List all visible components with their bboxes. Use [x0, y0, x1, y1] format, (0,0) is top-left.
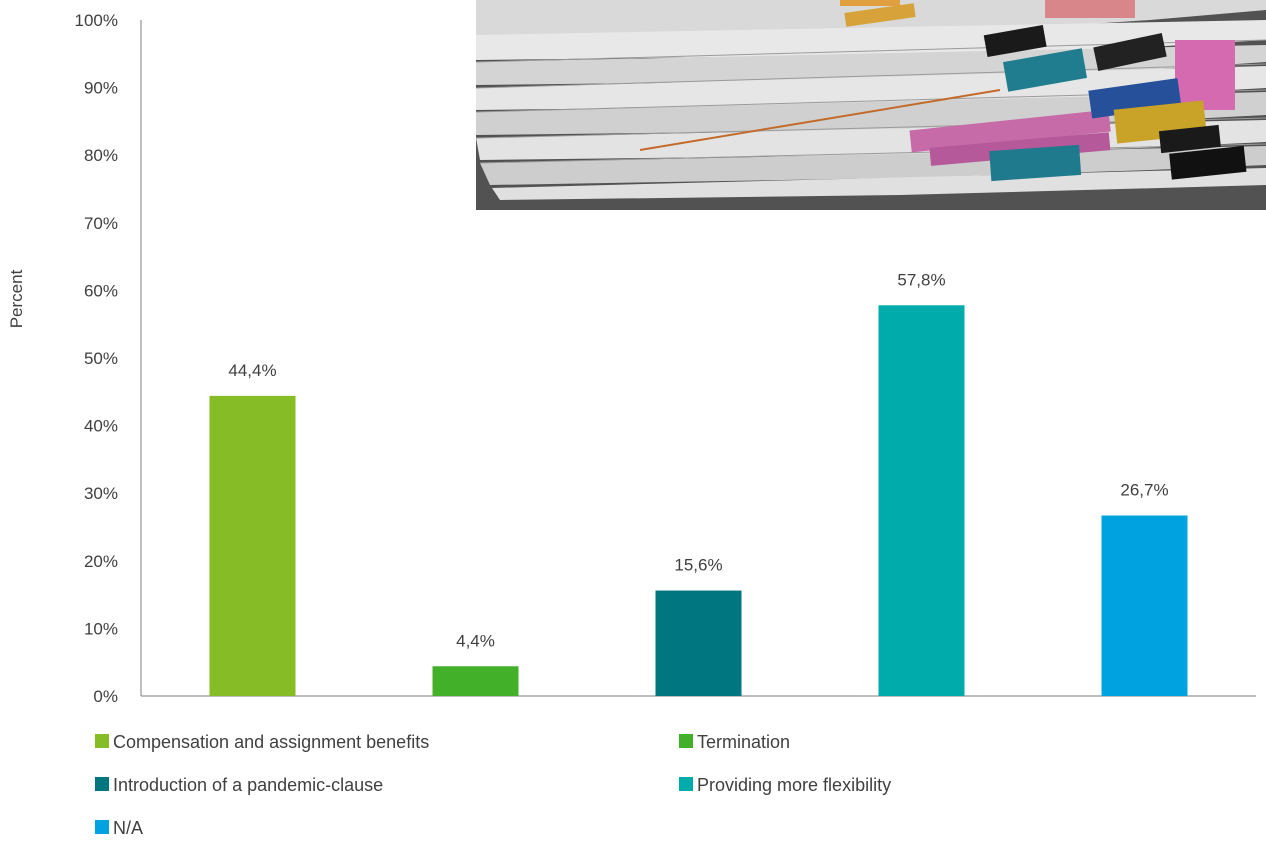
bar: [1101, 515, 1188, 696]
data-label: 15,6%: [674, 556, 722, 575]
y-tick-labels: 0% 10% 20% 30% 40% 50% 60% 70% 80% 90% 100%: [75, 11, 118, 706]
y-tick-label: 70%: [84, 214, 118, 233]
legend-label: Compensation and assignment benefits: [113, 732, 429, 752]
bar: [209, 395, 296, 696]
bar: [655, 590, 742, 696]
y-tick-label: 40%: [84, 417, 118, 436]
legend-swatch: [679, 777, 693, 791]
legend-label: Providing more flexibility: [697, 775, 891, 795]
y-tick-label: 10%: [84, 619, 118, 638]
legend-swatch: [95, 777, 109, 791]
legend-swatch: [95, 820, 109, 834]
y-tick-label: 0%: [93, 687, 118, 706]
legend-swatch: [679, 734, 693, 748]
y-tick-label: 50%: [84, 349, 118, 368]
legend: Compensation and assignment benefits Term…: [95, 732, 891, 838]
legend-label: Introduction of a pandemic-clause: [113, 775, 383, 795]
data-label: 44,4%: [228, 361, 276, 380]
legend-label: Termination: [697, 732, 790, 752]
data-labels-group: 44,4% 4,4% 15,6% 57,8% 26,7%: [228, 270, 1168, 650]
y-tick-label: 80%: [84, 146, 118, 165]
legend-label: N/A: [113, 818, 143, 838]
y-tick-label: 30%: [84, 484, 118, 503]
data-label: 4,4%: [456, 631, 495, 650]
data-label: 26,7%: [1120, 481, 1168, 500]
bar: [878, 305, 965, 696]
y-axis-title: Percent: [7, 269, 26, 328]
legend-swatch: [95, 734, 109, 748]
y-tick-label: 60%: [84, 281, 118, 300]
bar: [432, 666, 519, 696]
bars-group: [209, 305, 1188, 696]
y-tick-label: 20%: [84, 552, 118, 571]
data-label: 57,8%: [897, 270, 945, 289]
y-tick-label: 100%: [75, 11, 118, 30]
y-tick-label: 90%: [84, 79, 118, 98]
stacked-documents-photo: [475, 0, 1266, 210]
